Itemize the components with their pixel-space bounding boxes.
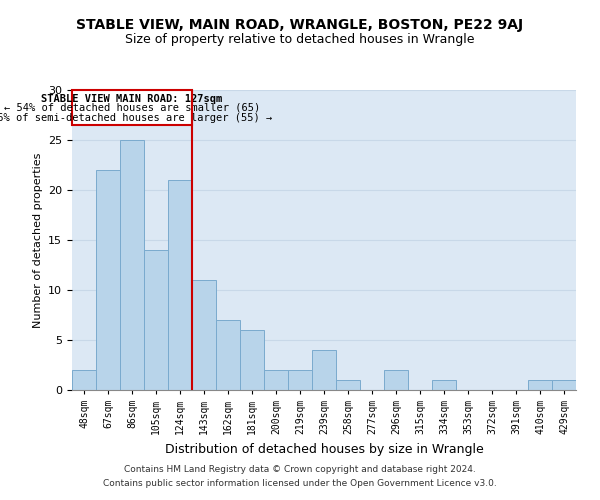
Text: ← 54% of detached houses are smaller (65): ← 54% of detached houses are smaller (65… xyxy=(4,103,260,113)
Text: Size of property relative to detached houses in Wrangle: Size of property relative to detached ho… xyxy=(125,32,475,46)
Bar xyxy=(168,180,192,390)
Bar xyxy=(312,350,336,390)
Text: Contains HM Land Registry data © Crown copyright and database right 2024.
Contai: Contains HM Land Registry data © Crown c… xyxy=(103,466,497,487)
Bar xyxy=(288,370,312,390)
Text: 46% of semi-detached houses are larger (55) →: 46% of semi-detached houses are larger (… xyxy=(0,113,272,123)
Bar xyxy=(432,380,456,390)
Bar xyxy=(336,380,360,390)
Bar xyxy=(264,370,288,390)
Bar xyxy=(240,330,264,390)
Bar xyxy=(216,320,240,390)
Bar xyxy=(552,380,576,390)
Bar xyxy=(120,140,144,390)
Bar xyxy=(96,170,120,390)
Bar xyxy=(144,250,168,390)
Bar xyxy=(192,280,216,390)
FancyBboxPatch shape xyxy=(72,90,192,125)
Bar xyxy=(384,370,408,390)
X-axis label: Distribution of detached houses by size in Wrangle: Distribution of detached houses by size … xyxy=(164,442,484,456)
Bar xyxy=(528,380,552,390)
Text: STABLE VIEW MAIN ROAD: 127sqm: STABLE VIEW MAIN ROAD: 127sqm xyxy=(41,94,223,104)
Text: STABLE VIEW, MAIN ROAD, WRANGLE, BOSTON, PE22 9AJ: STABLE VIEW, MAIN ROAD, WRANGLE, BOSTON,… xyxy=(76,18,524,32)
Bar xyxy=(72,370,96,390)
Y-axis label: Number of detached properties: Number of detached properties xyxy=(32,152,43,328)
